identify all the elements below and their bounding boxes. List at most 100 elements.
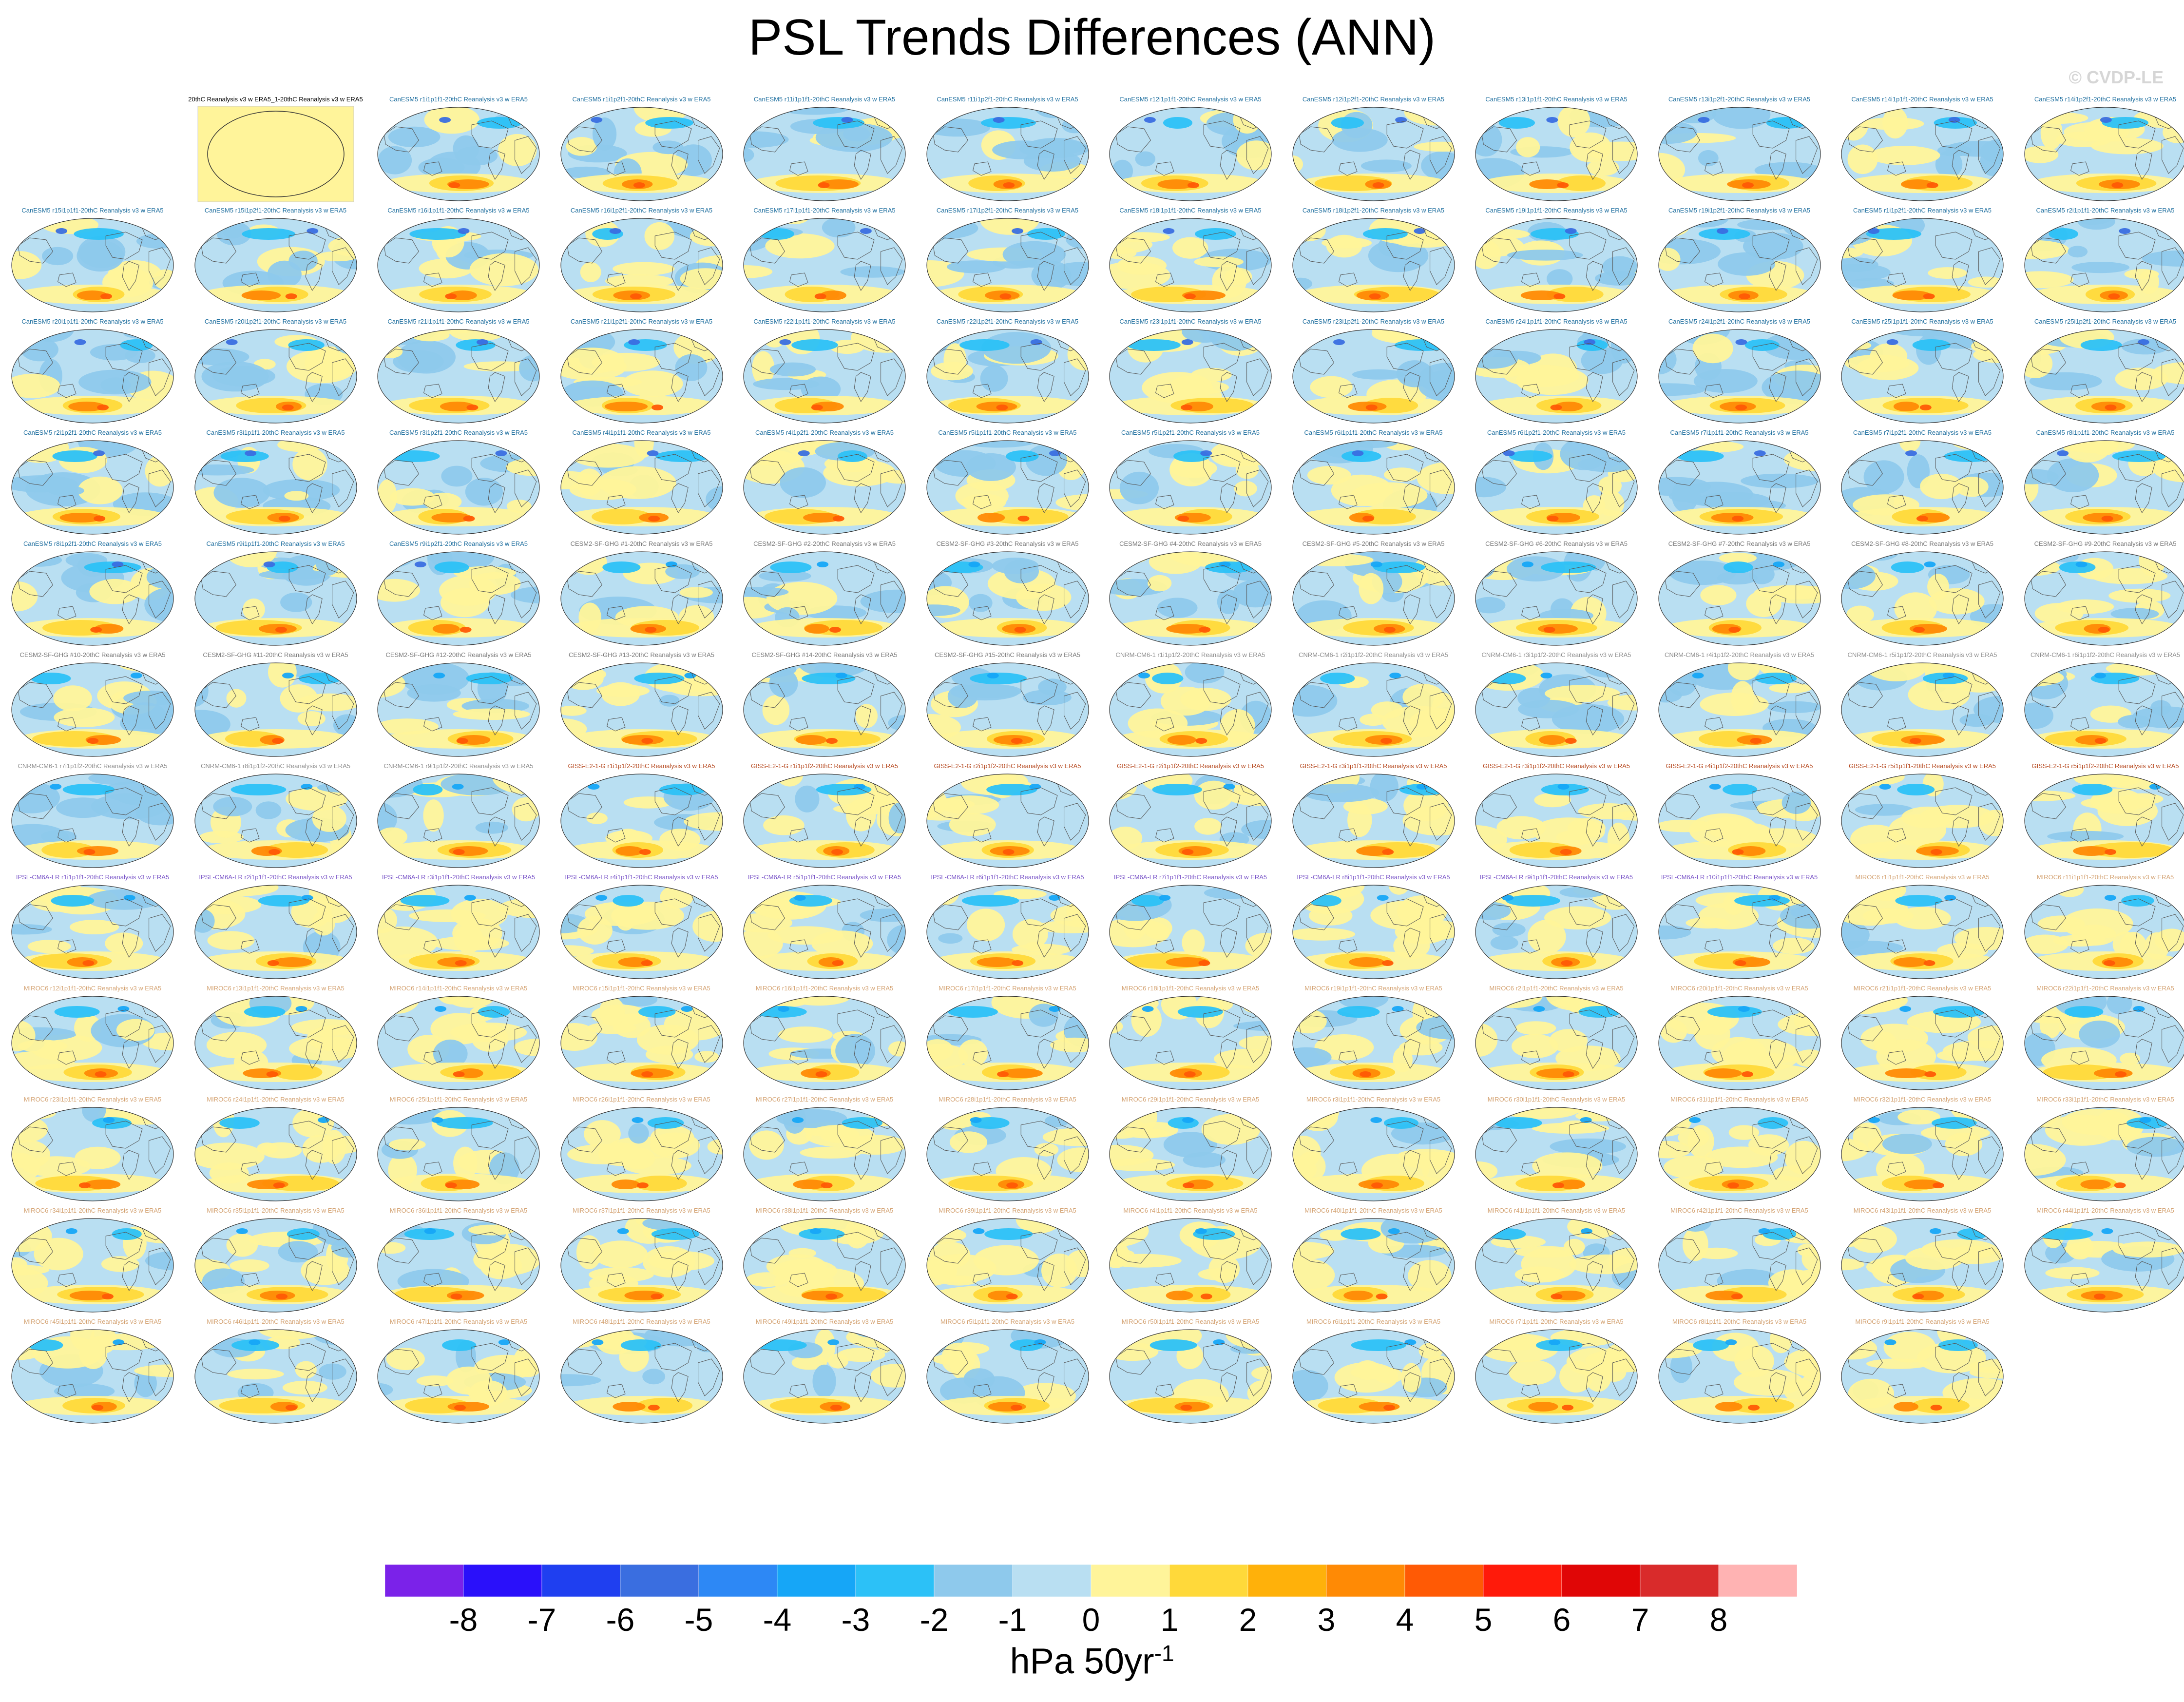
field-blob: [966, 909, 1005, 942]
map-field: [1292, 774, 1455, 868]
field-blob: [280, 684, 318, 713]
field-blob: [445, 1182, 457, 1188]
field-blob: [1692, 673, 1704, 678]
land-outline: [1203, 1343, 1241, 1371]
land-outline: [515, 580, 537, 619]
map-field: [1475, 107, 1638, 201]
land-outline: [288, 787, 326, 815]
field-blob: [1503, 1107, 1580, 1119]
land-outline: [1298, 1126, 1334, 1153]
land-outline: [697, 1136, 720, 1174]
land-outline: [2070, 1273, 2089, 1287]
field-blob: [1149, 1339, 1197, 1351]
land-outline: [1664, 1126, 1700, 1153]
field-blob: [749, 1130, 784, 1160]
field-blob: [1557, 107, 1590, 137]
panel-label: CNRM-CM6-1 r6i1p1f2-20thC Reanalysis v3 …: [2030, 651, 2181, 658]
globe-outline: [926, 551, 1089, 646]
land-outline: [789, 939, 808, 954]
field-blob: [1677, 450, 1724, 462]
field-blob: [273, 1064, 322, 1080]
land-outline: [1664, 1349, 1700, 1375]
land-outline: [1220, 150, 1237, 180]
field-blob: [1748, 1134, 1789, 1156]
field-blob: [1509, 450, 1552, 462]
land-outline: [881, 247, 903, 285]
panel-label: MIROC6 r37i1p1f1-20thC Reanalysis v3 w E…: [573, 1207, 710, 1214]
land-outline: [1403, 150, 1420, 180]
land-outline: [1847, 348, 1883, 375]
land-outline: [932, 1238, 968, 1264]
panel-label: MIROC6 r38i1p1f1-20thC Reanalysis v3 w E…: [755, 1207, 894, 1214]
land-outline: [2161, 469, 2184, 507]
land-outline: [671, 1150, 689, 1180]
globe-outline: [1292, 1329, 1455, 1424]
field-blob: [987, 509, 1069, 524]
land-outline: [305, 1372, 323, 1402]
land-outline: [697, 803, 720, 841]
land-outline: [1978, 1025, 2001, 1063]
globe-outline: [1658, 218, 1821, 312]
land-outline: [331, 1358, 354, 1396]
globe-outline: [560, 218, 723, 312]
land-outline: [697, 1025, 720, 1063]
land-outline: [1586, 1372, 1603, 1402]
colorbar-tick-label: -8: [449, 1602, 478, 1638]
panel-label: GISS-E2-1-G r5i1p1f1-20thC Reanalysis v3…: [1848, 762, 1996, 770]
map-panel: MIROC6 r11i1p1f1-20thC Reanalysis v3 w E…: [2018, 873, 2184, 984]
field-blob: [1365, 405, 1378, 410]
land-outline: [1752, 898, 1790, 927]
field-blob: [1065, 1250, 1089, 1277]
land-outline: [1037, 1150, 1054, 1180]
globe-outline: [194, 329, 357, 424]
land-outline: [149, 803, 171, 841]
globe-outline: [926, 329, 1089, 424]
map-panel: MIROC6 r49i1p1f1-20thC Reanalysis v3 w E…: [737, 1318, 912, 1428]
field-blob: [282, 1380, 327, 1395]
land-outline: [423, 272, 442, 287]
land-outline: [1037, 261, 1054, 291]
field-blob: [1715, 1402, 1743, 1412]
field-blob: [123, 895, 135, 901]
field-blob: [642, 1369, 665, 1385]
map-field: [1292, 1218, 1455, 1313]
land-outline: [240, 384, 260, 398]
field-blob: [82, 960, 95, 966]
map-field: [194, 551, 357, 646]
field-blob: [2053, 552, 2079, 562]
field-blob: [1200, 450, 1212, 456]
field-blob: [705, 486, 723, 512]
field-blob: [1498, 117, 1535, 129]
land-outline: [1569, 898, 1607, 927]
field-blob: [1847, 278, 1894, 289]
land-outline: [1115, 237, 1151, 264]
map-field: [1658, 329, 1821, 424]
field-blob: [604, 402, 648, 411]
map-field: [1109, 662, 1272, 757]
field-blob: [512, 797, 539, 822]
land-outline: [1220, 705, 1237, 735]
land-outline: [881, 1025, 903, 1063]
field-blob: [1309, 376, 1353, 398]
land-outline: [1586, 1261, 1603, 1291]
field-blob: [1201, 1114, 1261, 1145]
field-blob: [409, 228, 466, 240]
land-outline: [200, 1238, 236, 1264]
land-outline: [972, 939, 992, 954]
field-blob: [1024, 942, 1045, 952]
panel-label: MIROC6 r41i1p1f1-20thC Reanalysis v3 w E…: [1487, 1207, 1626, 1214]
panel-label: CanESM5 r21i1p2f1-20thC Reanalysis v3 w …: [570, 318, 713, 325]
land-outline: [1203, 454, 1241, 482]
field-blob: [123, 690, 173, 706]
field-blob: [1022, 690, 1072, 706]
field-blob: [1362, 516, 1374, 522]
map-field: [743, 440, 906, 535]
field-blob: [632, 1117, 643, 1123]
field-blob: [1536, 1339, 1583, 1351]
land-outline: [122, 261, 139, 291]
land-outline: [749, 1015, 785, 1042]
land-outline: [1847, 1126, 1883, 1153]
map-panel: MIROC6 r35i1p1f1-20thC Reanalysis v3 w E…: [188, 1207, 364, 1317]
field-blob: [226, 689, 246, 708]
panel-label: MIROC6 r11i1p1f1-20thC Reanalysis v3 w E…: [2036, 873, 2174, 881]
